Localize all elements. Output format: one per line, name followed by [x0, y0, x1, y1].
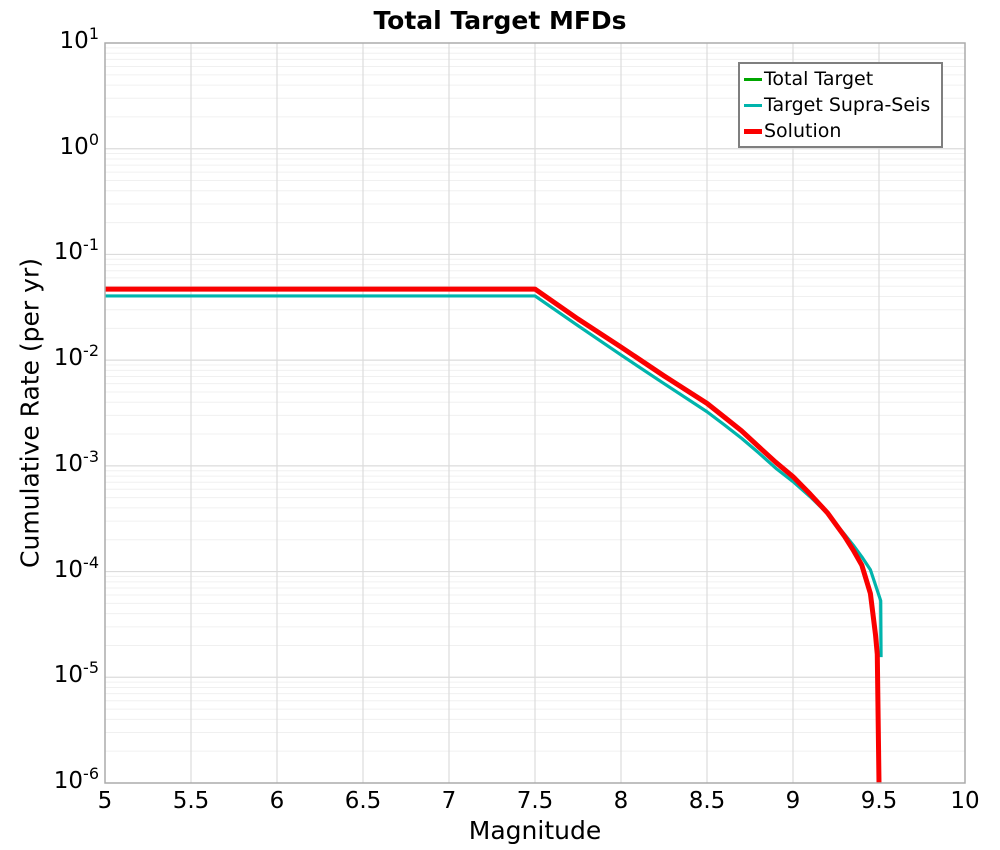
- y-tick-label: 10-6: [53, 764, 99, 794]
- x-tick-label: 8: [613, 788, 629, 814]
- y-tick-label: 100: [59, 129, 99, 160]
- y-axis-label: Cumulative Rate (per yr): [15, 258, 45, 568]
- chart-title: Total Target MFDs: [373, 6, 627, 35]
- x-tick-label: 6: [269, 788, 285, 814]
- plot-frame: [104, 42, 966, 784]
- legend-label: Total Target: [764, 68, 874, 90]
- x-tick-label: 8.5: [688, 788, 726, 814]
- legend: Total Target Target Supra-Seis Solution: [738, 62, 943, 148]
- y-tick-label: 10-5: [53, 658, 99, 689]
- legend-label: Solution: [764, 120, 842, 142]
- x-tick-label: 5.5: [172, 788, 210, 814]
- legend-label: Target Supra-Seis: [764, 94, 931, 116]
- legend-item-total-target: Total Target: [744, 66, 937, 92]
- legend-line-icon-total-target: [744, 77, 762, 81]
- series-lines: [105, 286, 883, 784]
- x-tick-label: 5: [97, 788, 113, 814]
- legend-line-icon-target-supra-seis: [744, 103, 762, 107]
- y-tick-label: 10-4: [53, 552, 99, 583]
- x-tick-label: 7: [441, 788, 457, 814]
- y-tick-label: 10-3: [53, 446, 99, 477]
- legend-item-solution: Solution: [744, 118, 937, 144]
- x-tick-label: 10: [950, 788, 980, 814]
- y-tick-label: 10-2: [53, 341, 99, 372]
- x-tick-label: 9.5: [860, 788, 898, 814]
- y-tick-label: 101: [59, 24, 99, 54]
- x-tick-label: 9: [785, 788, 801, 814]
- legend-item-target-supra-seis: Target Supra-Seis: [744, 92, 937, 118]
- legend-line-icon-solution: [744, 128, 762, 134]
- x-axis-label: Magnitude: [468, 816, 602, 845]
- y-tick-label: 10-1: [53, 235, 99, 266]
- x-tick-label: 7.5: [516, 788, 554, 814]
- x-tick-label: 6.5: [344, 788, 382, 814]
- grid-major-lines: [105, 43, 965, 783]
